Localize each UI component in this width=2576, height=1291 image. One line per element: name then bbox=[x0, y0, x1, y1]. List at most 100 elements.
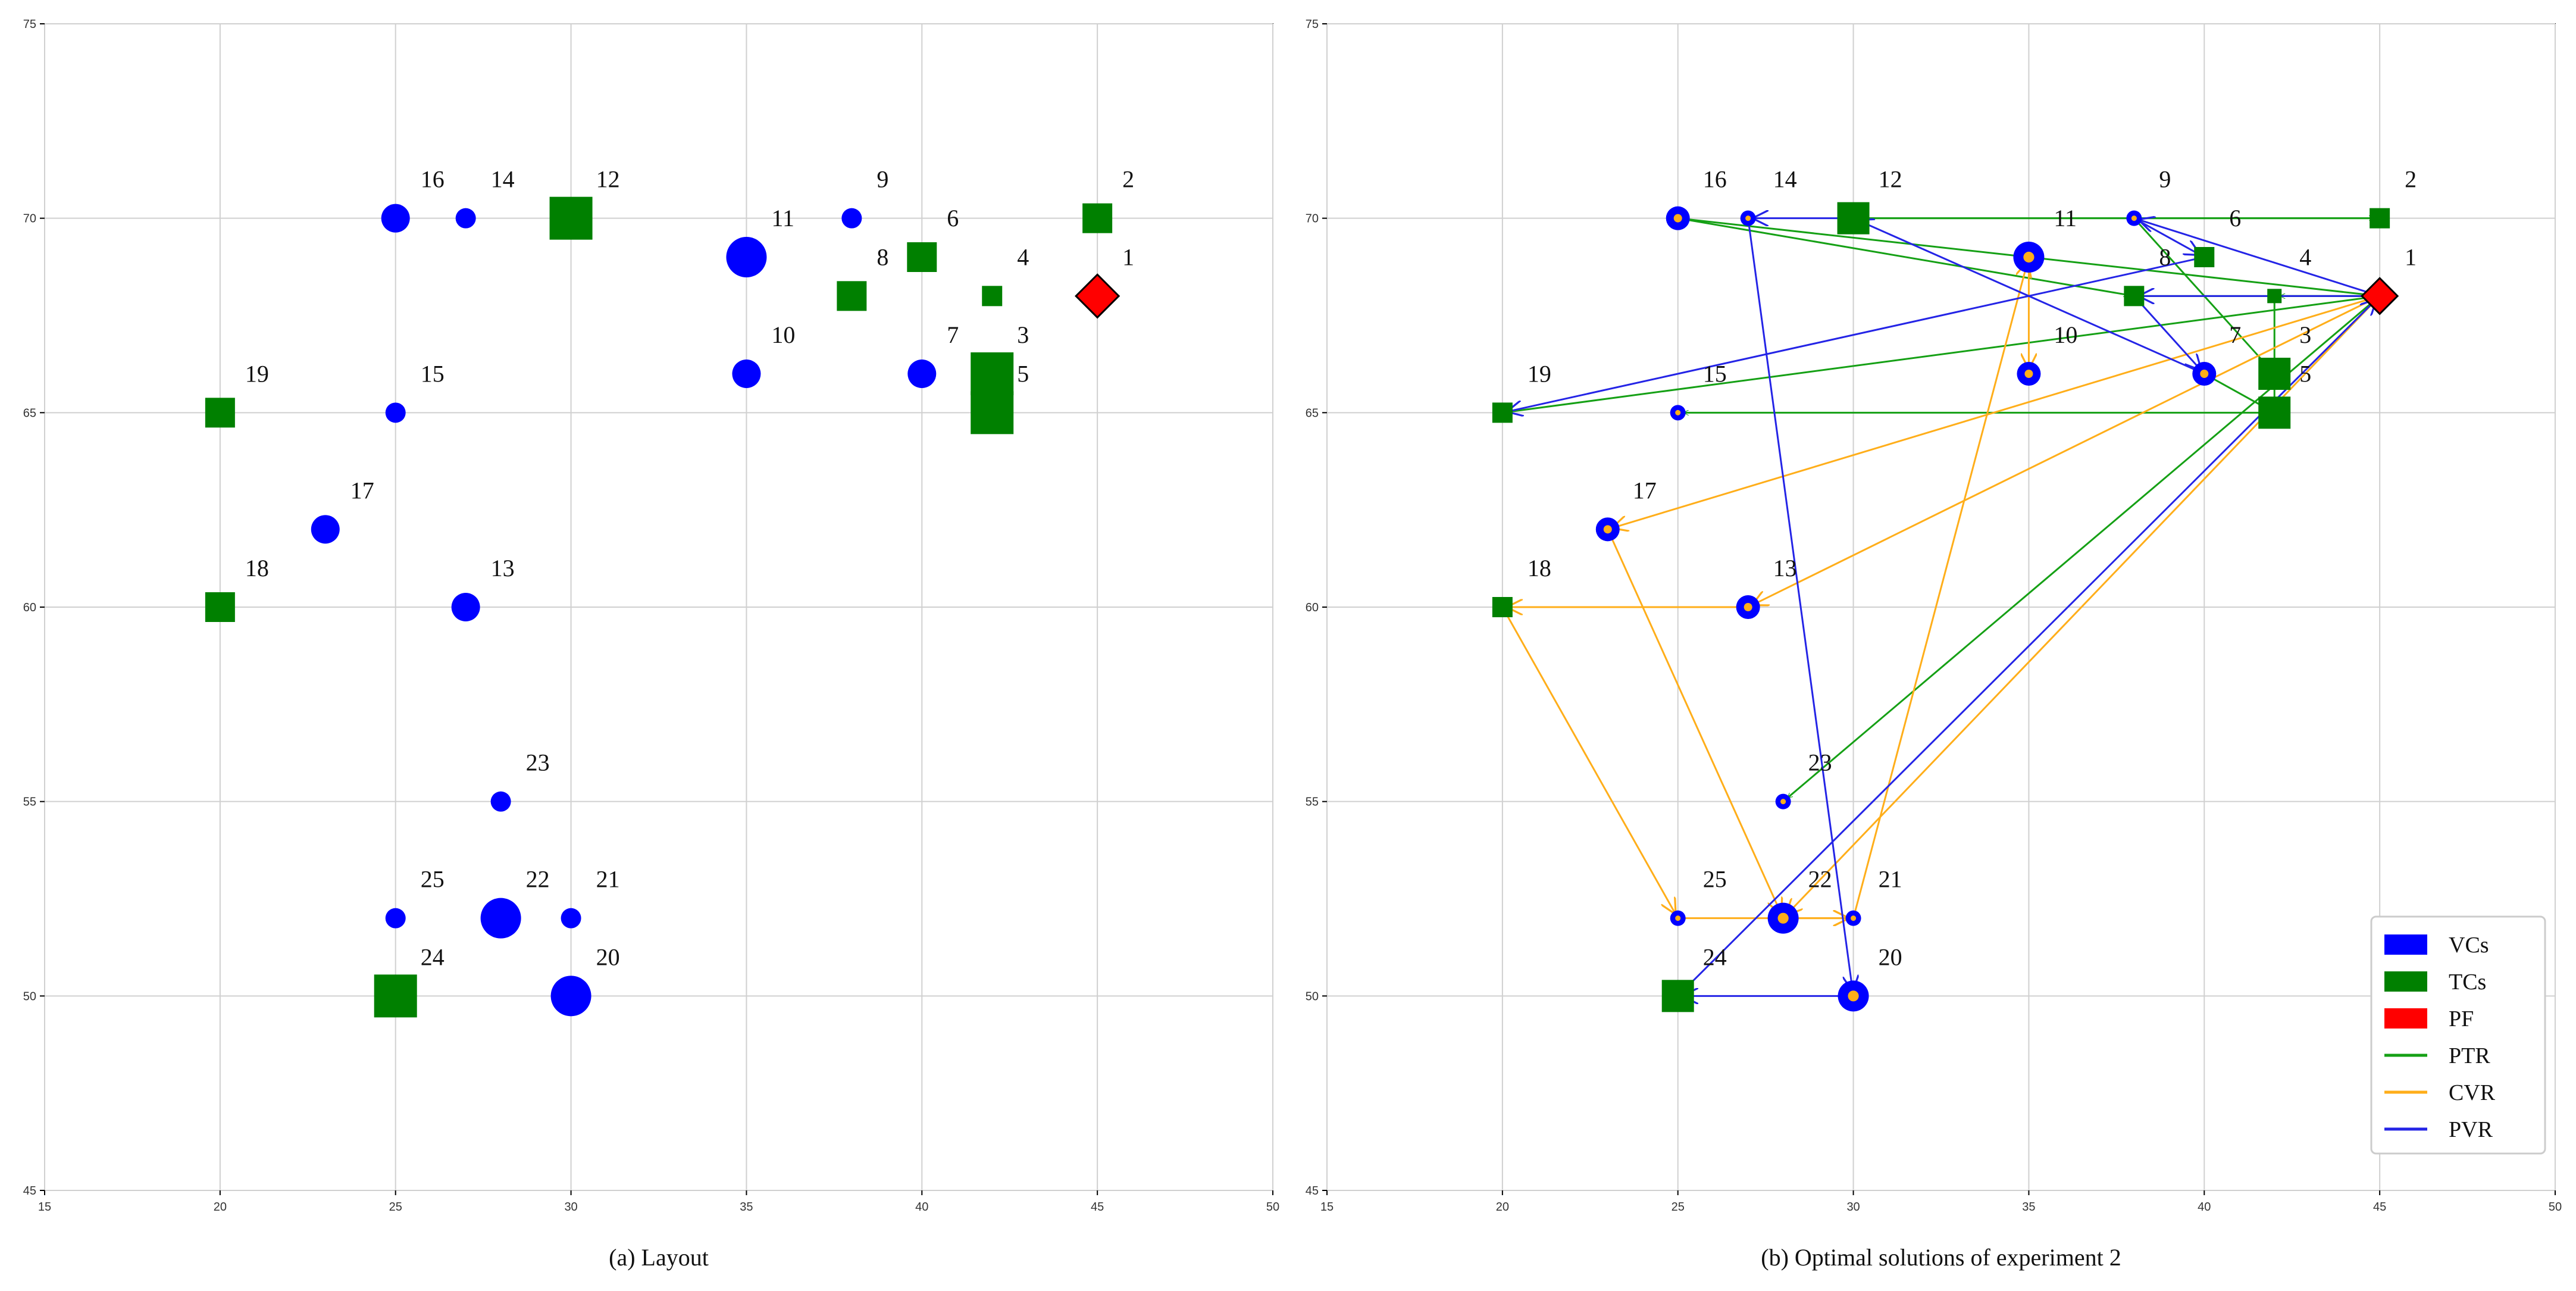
route-ptr-edge bbox=[1508, 295, 2380, 412]
node-label: 19 bbox=[1528, 360, 1551, 387]
node-5-tc-mark bbox=[971, 391, 1014, 434]
panel-caption: (b) Optimal solutions of experiment 2 bbox=[1761, 1244, 2121, 1271]
node-labels: 1234567891011121314151617181920212223242… bbox=[245, 166, 1134, 971]
node-25-vc-mark bbox=[385, 908, 406, 929]
y-tick-label: 60 bbox=[23, 601, 36, 614]
node-8-tc-mark bbox=[837, 281, 867, 311]
node-label: 21 bbox=[596, 866, 620, 893]
node-label: 17 bbox=[1633, 477, 1657, 504]
node-label: 25 bbox=[421, 866, 445, 893]
node-label: 23 bbox=[1808, 749, 1832, 776]
node-16-route-dot bbox=[1673, 214, 1682, 223]
node-19-tc-mark bbox=[205, 398, 235, 428]
node-marks bbox=[1492, 202, 2399, 1012]
node-label: 9 bbox=[877, 166, 888, 193]
panel-caption: (a) Layout bbox=[609, 1244, 709, 1271]
node-label: 25 bbox=[1703, 866, 1727, 893]
x-ticks: 15 20 25 30 35 40 45 50 bbox=[38, 1190, 1279, 1214]
node-13-vc-mark bbox=[451, 593, 480, 621]
node-label: 7 bbox=[947, 321, 959, 348]
node-8-tc-mark bbox=[2124, 286, 2145, 307]
route-lines bbox=[1501, 218, 2381, 996]
node-label: 20 bbox=[596, 943, 620, 970]
legend: VCs TCs PF PTR CVR PVR bbox=[2370, 915, 2546, 1155]
node-14-route-dot bbox=[1745, 215, 1751, 221]
node-10-vc-mark bbox=[732, 360, 761, 388]
node-10-route-dot bbox=[2024, 370, 2033, 378]
node-6-tc-mark bbox=[2194, 247, 2215, 267]
x-tick-label: 30 bbox=[1846, 1201, 1860, 1214]
y-tick-label: 65 bbox=[1306, 407, 1319, 420]
node-marks bbox=[205, 196, 1120, 1018]
node-label: 4 bbox=[1017, 243, 1029, 270]
y-tick-label: 65 bbox=[23, 407, 36, 420]
node-3-tc-mark bbox=[971, 352, 1014, 395]
node-label: 24 bbox=[421, 943, 445, 970]
node-12-tc-mark bbox=[1837, 202, 1870, 235]
node-label: 3 bbox=[1017, 321, 1029, 348]
node-label: 18 bbox=[245, 555, 269, 582]
node-label: 13 bbox=[1773, 555, 1797, 582]
node-label: 12 bbox=[596, 166, 620, 193]
legend-label: PVR bbox=[2449, 1117, 2493, 1142]
legend-label: CVR bbox=[2449, 1080, 2496, 1105]
node-label: 2 bbox=[1122, 166, 1134, 193]
node-11-route-dot bbox=[2023, 251, 2034, 263]
route-pvr-edge bbox=[1747, 218, 1853, 990]
node-label: 16 bbox=[1703, 166, 1727, 193]
route-pvr-edge bbox=[2133, 295, 2200, 369]
node-label: 4 bbox=[2299, 243, 2311, 270]
x-tick-label: 25 bbox=[1672, 1201, 1685, 1214]
node-13-route-dot bbox=[1744, 603, 1752, 611]
x-tick-label: 20 bbox=[1496, 1201, 1509, 1214]
node-9-route-dot bbox=[2131, 215, 2137, 221]
x-tick-label: 40 bbox=[2198, 1201, 2211, 1214]
x-tick-label: 30 bbox=[564, 1201, 577, 1214]
route-pvr-edge bbox=[1508, 256, 2205, 411]
x-tick-label: 45 bbox=[2373, 1201, 2386, 1214]
node-label: 1 bbox=[1122, 243, 1134, 270]
node-23-vc-mark bbox=[490, 791, 511, 812]
node-label: 23 bbox=[526, 749, 550, 776]
node-label: 21 bbox=[1879, 866, 1902, 893]
node-label: 6 bbox=[2229, 205, 2241, 232]
node-18-tc-mark bbox=[1492, 597, 1513, 617]
route-pvr-edge bbox=[1859, 221, 2205, 375]
y-tick-label: 45 bbox=[23, 1184, 36, 1198]
legend-swatch bbox=[2384, 934, 2427, 955]
node-label: 12 bbox=[1879, 166, 1902, 193]
node-label: 20 bbox=[1879, 943, 1902, 970]
node-18-tc-mark bbox=[205, 592, 235, 622]
y-tick-label: 75 bbox=[1306, 18, 1319, 31]
node-4-tc-mark bbox=[982, 286, 1003, 307]
x-tick-label: 35 bbox=[2022, 1201, 2035, 1214]
node-15-route-dot bbox=[1675, 410, 1681, 415]
node-label: 8 bbox=[877, 243, 888, 270]
node-17-vc-mark bbox=[311, 515, 340, 544]
node-5-tc-mark bbox=[2258, 396, 2291, 429]
node-12-tc-mark bbox=[549, 196, 593, 240]
node-1-pf-mark bbox=[1075, 273, 1120, 319]
node-23-route-dot bbox=[1780, 799, 1786, 805]
node-19-tc-mark bbox=[1492, 402, 1513, 423]
y-ticks: 45 50 55 60 65 70 75 bbox=[23, 18, 45, 1198]
node-label: 15 bbox=[421, 360, 445, 387]
x-tick-label: 50 bbox=[2549, 1201, 2562, 1214]
node-label: 5 bbox=[1017, 360, 1029, 387]
x-tick-label: 15 bbox=[1320, 1201, 1334, 1214]
node-6-tc-mark bbox=[907, 242, 937, 272]
node-21-route-dot bbox=[1851, 915, 1857, 921]
node-label: 11 bbox=[2054, 205, 2077, 232]
x-tick-label: 20 bbox=[214, 1201, 227, 1214]
node-20-vc-mark bbox=[550, 976, 591, 1017]
node-label: 10 bbox=[771, 321, 795, 348]
node-2-tc-mark bbox=[1082, 203, 1113, 233]
y-tick-label: 55 bbox=[23, 796, 36, 809]
node-label: 18 bbox=[1528, 555, 1551, 582]
x-tick-label: 25 bbox=[389, 1201, 402, 1214]
node-label: 10 bbox=[2054, 321, 2077, 348]
y-tick-label: 70 bbox=[1306, 212, 1319, 226]
node-labels: 1234567891011121314151617181920212223242… bbox=[1528, 166, 2417, 971]
y-tick-label: 45 bbox=[1306, 1184, 1319, 1198]
